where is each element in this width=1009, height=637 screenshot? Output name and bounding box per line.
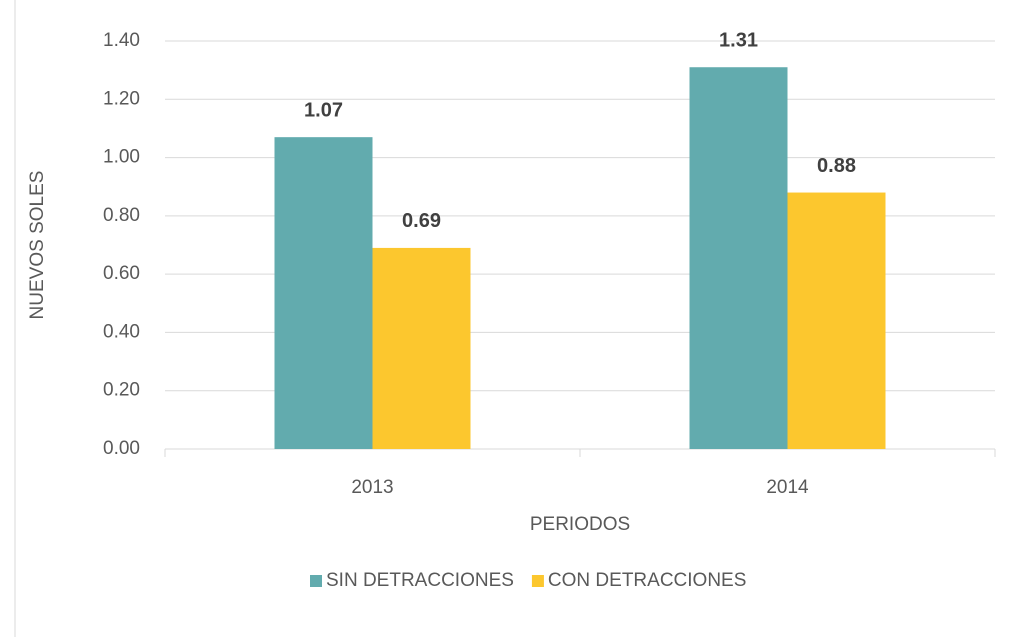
y-tick-label: 0.80: [103, 205, 140, 226]
bar: [274, 137, 373, 449]
legend-label: CON DETRACCIONES: [548, 570, 746, 591]
bar: [372, 247, 471, 449]
legend-label: SIN DETRACCIONES: [326, 570, 514, 591]
y-tick-label: 0.20: [103, 380, 140, 401]
value-label: 1.31: [719, 30, 758, 52]
y-tick-label: 0.60: [103, 263, 140, 284]
y-tick-label: 1.40: [103, 30, 140, 51]
value-label: 0.88: [817, 155, 856, 177]
bar: [787, 192, 886, 450]
y-axis-title: NUEVOS SOLES: [27, 171, 48, 320]
value-label: 1.07: [304, 99, 343, 121]
x-tick-label: 2013: [351, 477, 393, 498]
value-label: 0.69: [402, 210, 441, 232]
y-tick-label: 0.00: [103, 438, 140, 459]
legend-swatch: [310, 575, 322, 587]
y-tick-label: 1.00: [103, 147, 140, 168]
legend-swatch: [531, 575, 544, 587]
y-tick-label: 1.20: [103, 88, 140, 109]
bar: [689, 67, 788, 449]
y-tick-label: 0.40: [103, 321, 140, 342]
x-tick-label: 2014: [766, 477, 809, 498]
x-axis-title: PERIODOS: [530, 514, 630, 535]
